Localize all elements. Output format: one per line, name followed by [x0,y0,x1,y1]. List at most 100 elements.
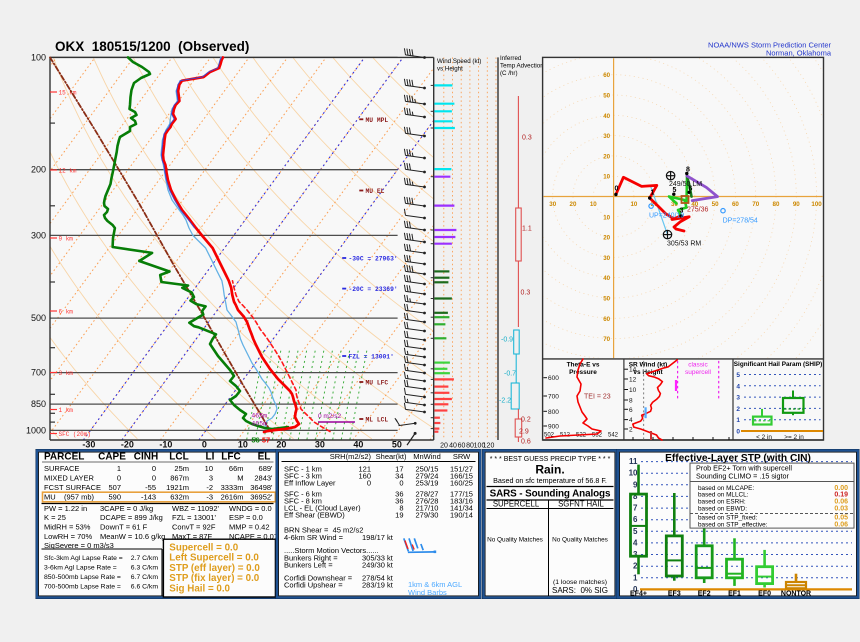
svg-text:Supercell = 0.0: Supercell = 0.0 [169,542,238,553]
svg-text:DCAPE = 899 J/kg: DCAPE = 899 J/kg [100,513,163,522]
svg-text:70: 70 [752,201,759,208]
svg-text:1000: 1000 [26,425,46,435]
svg-text:151/27: 151/27 [450,464,473,473]
svg-text:6 km: 6 km [59,309,74,316]
svg-text:Sounding CLIMO = .15 sigtor: Sounding CLIMO = .15 sigtor [696,472,789,481]
svg-text:2: 2 [736,406,740,413]
svg-text:36: 36 [395,497,403,506]
svg-text:Prob EF2+ Torn with supercell: Prob EF2+ Torn with supercell [696,464,792,473]
svg-text:10: 10 [630,201,637,208]
svg-text:MeanW = 10.6 g/kg: MeanW = 10.6 g/kg [100,532,165,541]
svg-text:850-500mb Lapse Rate =: 850-500mb Lapse Rate = [44,574,121,581]
svg-text:100: 100 [31,52,46,62]
svg-text:40: 40 [353,440,363,450]
svg-text:-2.2: -2.2 [499,398,511,405]
svg-text:SFC - 1 km: SFC - 1 km [284,464,322,473]
svg-text:0.19: 0.19 [834,492,848,499]
svg-text:600: 600 [548,375,559,382]
svg-text:8: 8 [686,167,690,174]
svg-text:30: 30 [549,201,556,208]
svg-text:66m: 66m [229,464,244,473]
svg-text:160: 160 [358,471,371,480]
svg-text:900: 900 [548,424,559,431]
svg-text:EL: EL [258,452,271,463]
svg-text:-55: -55 [145,483,156,492]
svg-text:Based on sfc temperature of 56: Based on sfc temperature of 56.8 F. [493,476,607,485]
svg-text:121: 121 [358,464,371,473]
svg-text:507: 507 [108,483,121,492]
svg-text:300: 300 [31,230,46,240]
svg-text:Sfc-3km Agl Lapse Rate =: Sfc-3km Agl Lapse Rate = [44,555,123,562]
svg-text:SFC - 6 km: SFC - 6 km [284,490,322,499]
svg-text:K = 25: K = 25 [44,513,66,522]
svg-text:80: 80 [466,443,474,450]
svg-text:8: 8 [633,492,638,501]
svg-text:6.7 C/km: 6.7 C/km [131,574,159,581]
svg-text:5: 5 [633,527,638,536]
svg-text:700-500mb Lapse Rate =: 700-500mb Lapse Rate = [44,584,121,591]
svg-text:.....Storm Motion Vectors.....: .....Storm Motion Vectors...... [284,546,379,555]
svg-text:10: 10 [603,174,610,181]
svg-text:278/54 kt: 278/54 kt [362,573,394,582]
svg-text:160/25: 160/25 [450,478,473,487]
svg-text:0: 0 [117,474,121,483]
svg-text:LI: LI [206,452,215,463]
svg-text:502: 502 [544,433,555,439]
svg-text:249/30 kt: 249/30 kt [362,561,394,570]
svg-text:19: 19 [395,511,403,520]
svg-text:based on MLLCL:: based on MLLCL: [698,492,749,499]
svg-text:0.05: 0.05 [834,515,848,522]
svg-text:based on MLCAPE:: based on MLCAPE: [698,485,754,492]
svg-text:6: 6 [629,407,633,414]
svg-text:Eff Inflow Layer: Eff Inflow Layer [284,478,336,487]
svg-text:20: 20 [603,235,610,242]
svg-text:supercell: supercell [685,369,712,376]
svg-text:9: 9 [633,480,638,489]
svg-text:1.1: 1.1 [522,226,532,233]
svg-text:Sig Hail = 0.0: Sig Hail = 0.0 [169,584,230,595]
svg-text:80: 80 [773,201,780,208]
svg-text:Rain.: Rain. [535,463,564,477]
svg-text:3: 3 [680,208,684,215]
svg-text:ML LCL: ML LCL [366,417,389,424]
svg-text:Corfidi Downshear =: Corfidi Downshear = [284,573,353,582]
svg-text:LFC: LFC [221,452,240,463]
svg-text:NONTOR: NONTOR [781,591,811,598]
svg-text:532: 532 [592,433,603,439]
svg-text:-10: -10 [159,440,172,450]
svg-text:141/34: 141/34 [450,504,473,513]
svg-text:465m: 465m [251,421,267,428]
svg-text:Shear(kt): Shear(kt) [376,452,407,461]
svg-text:0.03: 0.03 [834,506,848,513]
svg-text:867m: 867m [170,474,189,483]
svg-text:200: 200 [31,165,46,175]
svg-text:Temp Advection: Temp Advection [500,63,544,70]
svg-text:2: 2 [629,427,633,434]
svg-text:250/15: 250/15 [416,464,439,473]
svg-text:Significant Hail Param (SHIP): Significant Hail Param (SHIP) [734,361,822,368]
svg-text:Pressure: Pressure [569,369,597,376]
svg-text:UP=240/19: UP=240/19 [649,213,684,220]
svg-text:EF2: EF2 [698,591,711,598]
svg-text:30: 30 [315,440,325,450]
svg-text:50: 50 [712,201,719,208]
svg-text:3333m: 3333m [221,483,244,492]
svg-text:MidRH = 53%: MidRH = 53% [44,523,91,532]
svg-text:10: 10 [629,387,637,394]
svg-text:36952': 36952' [250,492,273,501]
svg-text:10: 10 [205,464,213,473]
svg-text:1921m: 1921m [166,483,189,492]
svg-text:465m: 465m [251,413,267,420]
svg-text:3-6km Agl Lapse Rate =: 3-6km Agl Lapse Rate = [44,564,117,571]
svg-text:Norman, Oklahoma: Norman, Oklahoma [766,49,832,58]
svg-text:vs Height: vs Height [437,66,463,73]
svg-text:6.6 C/km: 6.6 C/km [131,584,159,591]
svg-text:20: 20 [440,443,448,450]
svg-text:NOAA/NWS Storm Prediction Cent: NOAA/NWS Storm Prediction Center [708,41,831,50]
svg-text:(C /hr): (C /hr) [500,70,518,77]
svg-text:1km & 6km AGL: 1km & 6km AGL [408,580,462,589]
svg-text:3CAPE = 0 J/kg: 3CAPE = 0 J/kg [100,504,153,513]
svg-text:700: 700 [548,394,559,401]
svg-text:0: 0 [367,478,371,487]
svg-text:MU EL: MU EL [366,188,385,195]
